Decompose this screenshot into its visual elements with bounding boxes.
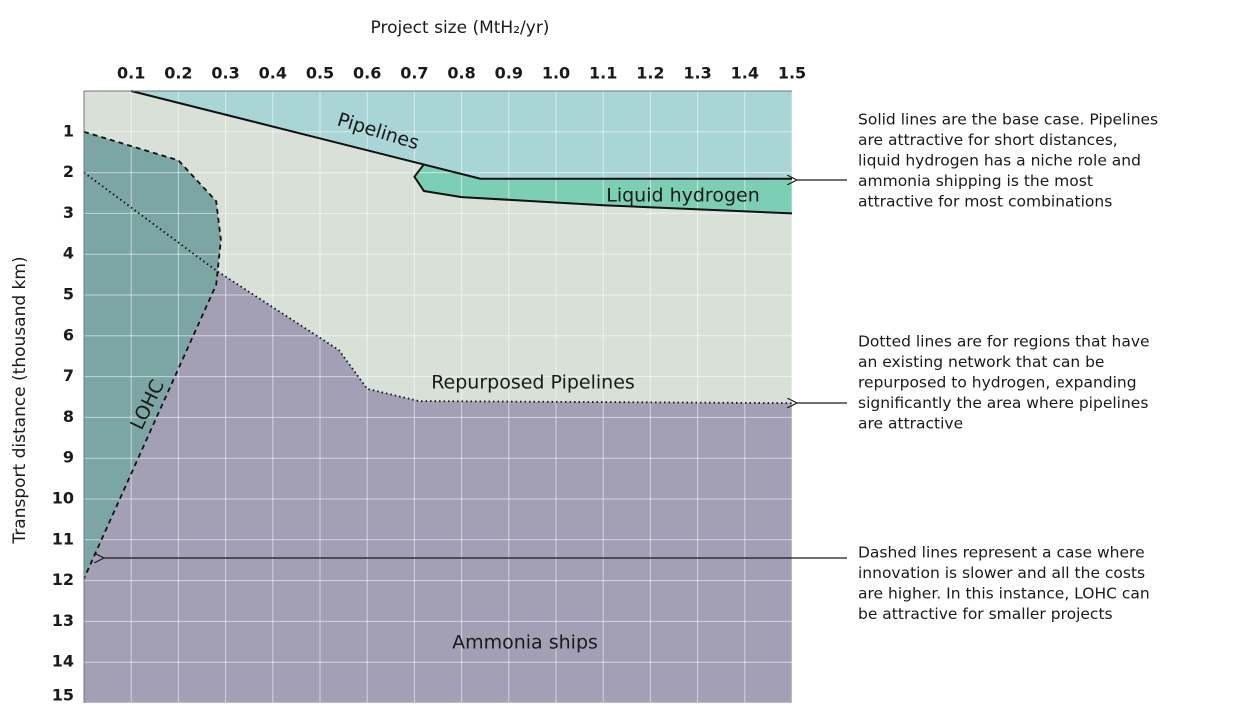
x-axis-title: Project size (MtH₂/yr) bbox=[371, 18, 550, 38]
annotation-text: liquid hydrogen has a niche role and bbox=[858, 152, 1141, 170]
y-tick-label: 1 bbox=[63, 121, 74, 140]
annotation-text: attractive for most combinations bbox=[858, 193, 1112, 211]
x-tick-label: 1.0 bbox=[542, 64, 570, 83]
x-tick-label: 0.6 bbox=[353, 64, 381, 83]
boundary-label: Repurposed Pipelines bbox=[431, 372, 635, 394]
annotation-text: repurposed to hydrogen, expanding bbox=[858, 374, 1137, 392]
y-tick-label: 13 bbox=[52, 611, 74, 630]
y-tick-label: 5 bbox=[63, 285, 74, 304]
y-tick-label: 15 bbox=[52, 686, 74, 704]
region bbox=[84, 270, 792, 703]
y-tick-label: 14 bbox=[52, 652, 74, 671]
region-label: Liquid hydrogen bbox=[606, 185, 760, 207]
annotation-text: significantly the area where pipelines bbox=[858, 394, 1148, 412]
annotation-text: ammonia shipping is the most bbox=[858, 172, 1093, 190]
x-tick-label: 1.2 bbox=[636, 64, 664, 83]
annotation-text: Dotted lines are for regions that have bbox=[858, 333, 1150, 351]
y-tick-label: 6 bbox=[63, 325, 74, 344]
x-tick-label: 1.1 bbox=[589, 64, 617, 83]
region bbox=[84, 131, 221, 579]
x-tick-label: 0.9 bbox=[495, 64, 523, 83]
y-tick-label: 9 bbox=[63, 448, 74, 467]
annotation-text: are higher. In this instance, LOHC can bbox=[858, 585, 1150, 603]
region-label: Ammonia ships bbox=[452, 632, 598, 654]
y-tick-label: 3 bbox=[63, 203, 74, 222]
x-tick-label: 1.5 bbox=[778, 64, 806, 83]
y-tick-label: 10 bbox=[52, 489, 74, 508]
annotation-text: Solid lines are the base case. Pipelines bbox=[858, 111, 1158, 129]
annotation-text: an existing network that can be bbox=[858, 353, 1104, 371]
y-tick-label: 7 bbox=[63, 366, 74, 385]
x-tick-label: 0.3 bbox=[211, 64, 239, 83]
x-tick-label: 0.8 bbox=[447, 64, 475, 83]
x-tick-label: 0.2 bbox=[164, 64, 192, 83]
boundary-line bbox=[413, 163, 793, 215]
x-tick-label: 0.4 bbox=[259, 64, 287, 83]
x-tick-label: 1.4 bbox=[731, 64, 759, 83]
y-tick-label: 12 bbox=[52, 570, 74, 589]
annotation-text: Dashed lines represent a case where bbox=[858, 544, 1145, 562]
annotation-text: are attractive for short distances, bbox=[858, 131, 1118, 149]
boundary-line bbox=[83, 130, 222, 579]
boundary-line bbox=[83, 171, 793, 405]
y-axis-title: Transport distance (thousand km) bbox=[10, 256, 30, 544]
x-tick-label: 1.3 bbox=[683, 64, 711, 83]
y-tick-label: 11 bbox=[52, 529, 74, 548]
x-tick-label: 0.7 bbox=[400, 64, 428, 83]
y-tick-label: 4 bbox=[63, 244, 74, 263]
boundary-line bbox=[130, 90, 792, 180]
x-tick-label: 0.5 bbox=[306, 64, 334, 83]
y-tick-label: 2 bbox=[63, 162, 74, 181]
x-tick-label: 0.1 bbox=[117, 64, 145, 83]
annotation-text: are attractive bbox=[858, 415, 963, 433]
annotation-text: innovation is slower and all the costs bbox=[858, 564, 1145, 582]
annotation-text: be attractive for smaller projects bbox=[858, 605, 1113, 623]
y-tick-label: 8 bbox=[63, 407, 74, 426]
